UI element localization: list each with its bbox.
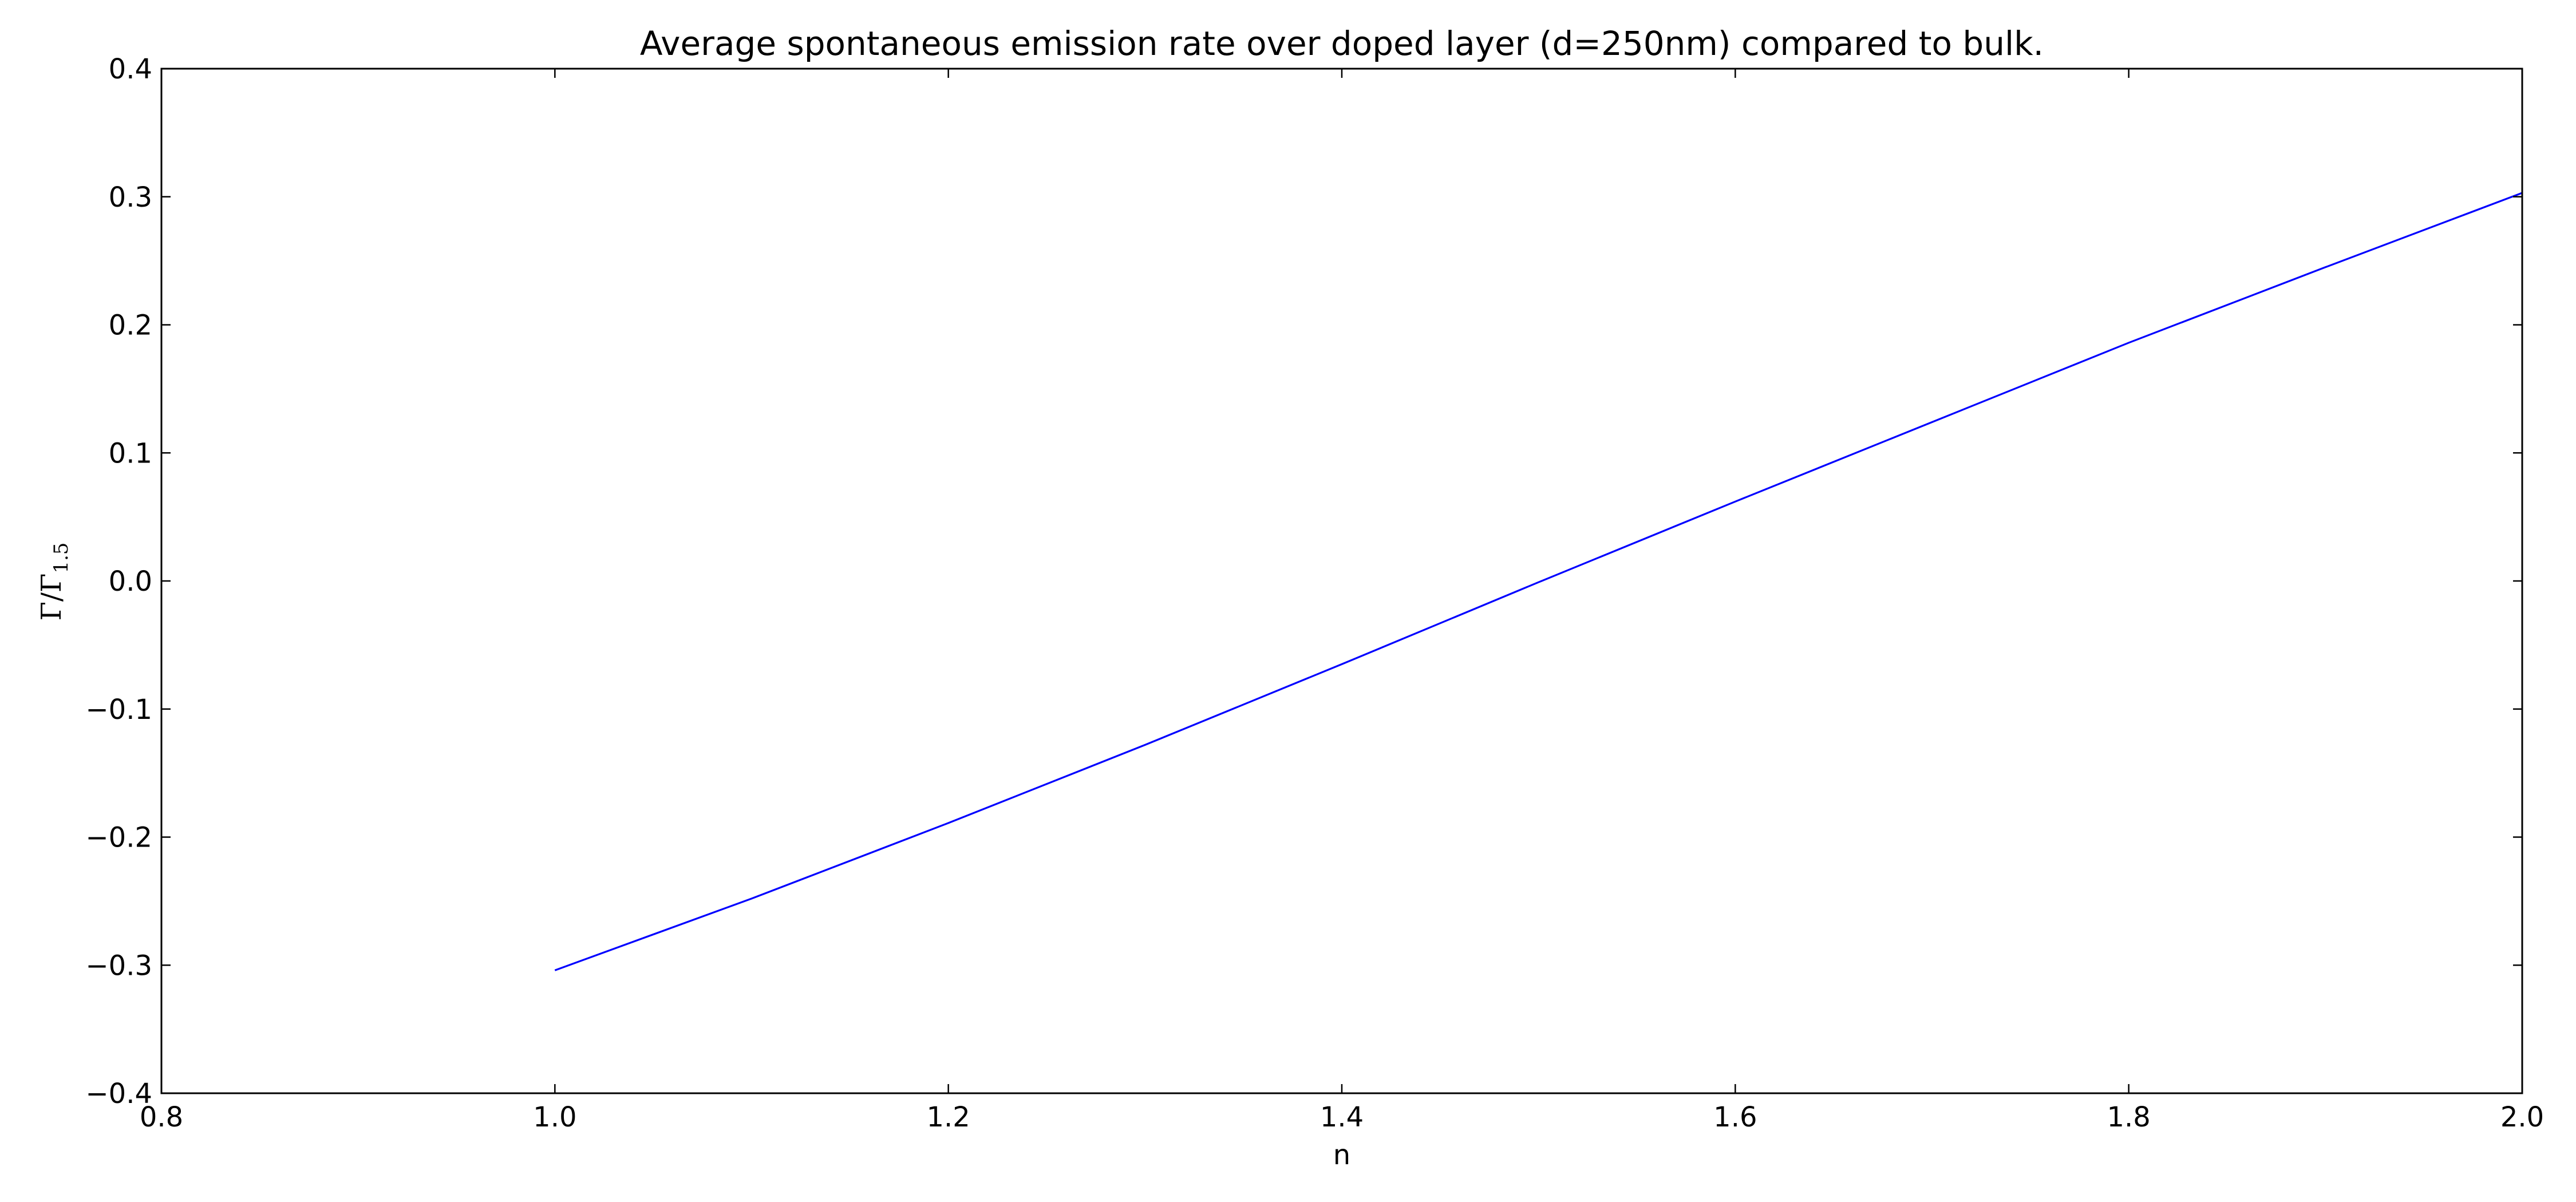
x-tick-label: 2.0 <box>2500 1101 2544 1133</box>
x-tick-label: 1.8 <box>2107 1101 2150 1133</box>
series-line-0 <box>554 192 2523 971</box>
x-axis-label: n <box>1333 1139 1350 1171</box>
x-tick-label: 1.2 <box>926 1101 970 1133</box>
y-tick-label: 0.1 <box>109 437 152 469</box>
chart-title: Average spontaneous emission rate over d… <box>640 24 2044 63</box>
y-axis-label-main: Γ/Γ <box>35 574 68 621</box>
x-tick-label: 1.4 <box>1320 1101 1364 1133</box>
y-tick-label: −0.4 <box>85 1078 152 1110</box>
plot-frame <box>160 68 2523 1094</box>
y-axis-label: Γ/Γ1.5 <box>35 543 73 621</box>
x-tick-label: 1.0 <box>533 1101 576 1133</box>
y-axis-label-subscript: 1.5 <box>50 543 73 574</box>
y-tick-label: 0.3 <box>109 181 152 213</box>
x-tick-label: 1.6 <box>1713 1101 1757 1133</box>
y-tick-label: −0.2 <box>85 822 152 854</box>
y-tick-label: −0.1 <box>85 694 152 726</box>
y-tick-label: −0.3 <box>85 950 152 982</box>
y-tick-label: 0.4 <box>109 53 152 85</box>
x-tick-label: 0.8 <box>140 1101 183 1133</box>
y-tick-label: 0.2 <box>109 310 152 342</box>
plot-area: 0.8 1.0 1.2 1.4 1.6 1.8 2.0 −0.4 −0.3 −0.2 −0.1 0.0… <box>85 53 2544 1133</box>
y-tick-label: 0.0 <box>109 566 152 598</box>
